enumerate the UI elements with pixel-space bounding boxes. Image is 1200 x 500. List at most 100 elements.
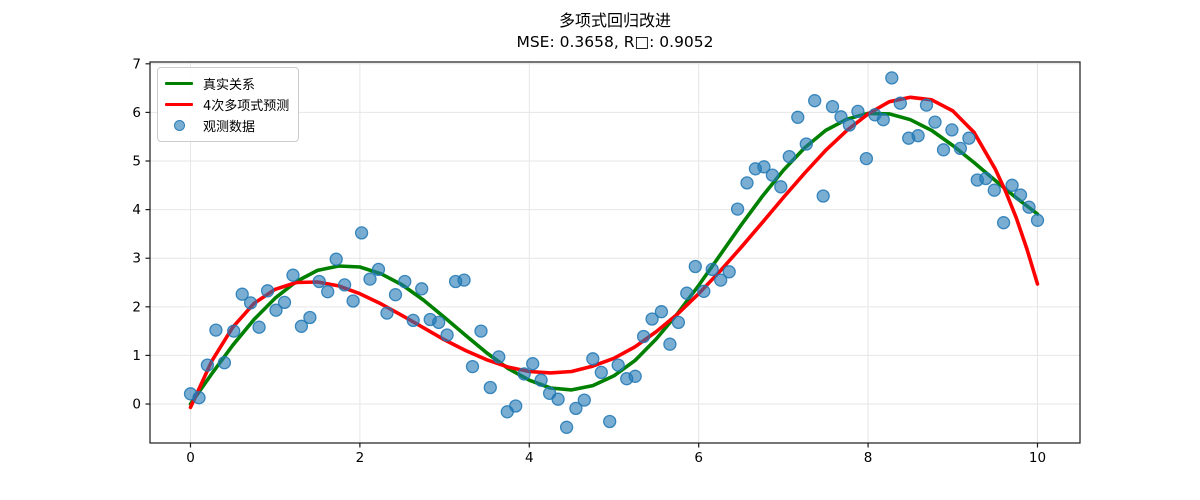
scatter-point <box>714 273 728 287</box>
scatter-point <box>329 252 343 266</box>
scatter-point <box>465 359 480 374</box>
scatter-point <box>337 278 352 292</box>
scatter-point <box>354 226 369 240</box>
scatter-point <box>577 393 591 407</box>
y-tick-label: 1 <box>132 348 141 364</box>
x-tick-label: 6 <box>694 450 703 466</box>
scatter-point <box>1022 200 1036 214</box>
scatter-point <box>509 399 523 413</box>
scatter-point <box>286 268 300 282</box>
scatter-point <box>953 141 968 156</box>
scatter-point <box>569 401 583 416</box>
axes-frame <box>149 61 1081 444</box>
scatter-point <box>722 265 736 279</box>
scatter-point <box>671 315 686 330</box>
scatter-point <box>680 286 694 300</box>
scatter-point <box>269 303 283 317</box>
y-tick-label: 0 <box>132 397 141 413</box>
scatter-point <box>492 350 506 364</box>
scatter-point <box>636 329 651 344</box>
scatter-point <box>628 369 642 383</box>
scatter-point <box>388 288 403 302</box>
scatter-point <box>406 313 420 328</box>
scatter-point <box>603 414 617 429</box>
scatter-point <box>765 168 780 182</box>
scatter-point <box>432 315 446 330</box>
scatter-point <box>312 274 326 289</box>
red-line-swatch <box>165 103 193 106</box>
scatter-point <box>936 143 951 157</box>
scatter-point <box>440 328 454 342</box>
x-tick-label: 0 <box>186 450 195 466</box>
scatter-point <box>559 420 574 434</box>
scatter-point <box>885 71 899 85</box>
scatter-point <box>996 216 1011 230</box>
scatter-point <box>654 305 669 319</box>
scatter-point <box>979 171 993 186</box>
scatter-point <box>834 110 848 124</box>
scatter-point <box>380 306 394 320</box>
legend-item-true-relationship: 真实关系 <box>165 73 290 94</box>
scatter-point <box>363 272 377 286</box>
scatter-point <box>260 284 275 298</box>
scatter-point <box>1013 188 1028 202</box>
true-relationship-curve <box>188 111 1040 406</box>
x-tick-label: 8 <box>864 450 873 466</box>
scatter-point <box>757 160 771 174</box>
legend: 真实关系 4次多项式预测 观测数据 <box>157 67 299 142</box>
scatter-point <box>534 373 548 387</box>
scatter-point <box>1005 178 1019 192</box>
scatter-point <box>457 273 471 287</box>
scatter-point <box>303 310 317 325</box>
scatter-point <box>277 295 292 310</box>
scatter-point <box>782 149 796 164</box>
scatter-point <box>398 274 412 289</box>
y-tick-label: 5 <box>132 154 141 170</box>
scatter-point <box>808 94 822 108</box>
y-tick-label: 4 <box>132 202 141 218</box>
x-tick-label: 2 <box>356 450 365 466</box>
y-tick-label: 3 <box>132 251 141 267</box>
y-tick-label: 7 <box>132 56 141 72</box>
scatter-point <box>517 367 531 381</box>
scatter-point <box>483 380 497 395</box>
scatter-point <box>987 183 1001 197</box>
scatter-point <box>816 189 830 203</box>
scatter-point <box>243 296 258 310</box>
scatter-point <box>697 284 711 298</box>
legend-label: 观测数据 <box>203 120 256 135</box>
scatter-point <box>235 287 249 301</box>
legend-item-polynomial-prediction: 4次多项式预测 <box>165 94 290 115</box>
scatter-point <box>551 392 565 406</box>
scatter-point <box>774 180 788 194</box>
scatter-point <box>842 118 857 132</box>
scatter-point <box>526 357 540 371</box>
y-tick-label: 6 <box>132 105 141 121</box>
scatter-point <box>227 324 241 338</box>
scatter-dot-swatch <box>174 120 185 131</box>
scatter-point <box>928 115 942 129</box>
scatter-point <box>945 123 959 137</box>
scatter-point <box>799 137 813 151</box>
scatter-point <box>611 358 625 372</box>
green-line-swatch <box>165 82 193 85</box>
scatter-point <box>209 323 223 337</box>
scatter-point <box>1030 213 1045 227</box>
legend-label: 4次多项式预测 <box>203 99 290 114</box>
scatter-point <box>688 259 702 274</box>
scatter-point <box>415 282 429 296</box>
scatter-point <box>200 358 215 372</box>
x-tick-label: 10 <box>1029 450 1046 466</box>
scatter-point <box>663 337 677 351</box>
scatter-point <box>217 356 232 370</box>
scatter-point <box>321 285 335 299</box>
scatter-point <box>893 96 907 110</box>
scatter-point <box>705 262 719 277</box>
scatter-point <box>919 98 934 112</box>
scatter-point <box>346 294 360 308</box>
x-tick-label: 4 <box>525 450 534 466</box>
scatter-point <box>594 365 608 380</box>
scatter-point <box>294 319 309 333</box>
scatter-point <box>851 104 865 119</box>
